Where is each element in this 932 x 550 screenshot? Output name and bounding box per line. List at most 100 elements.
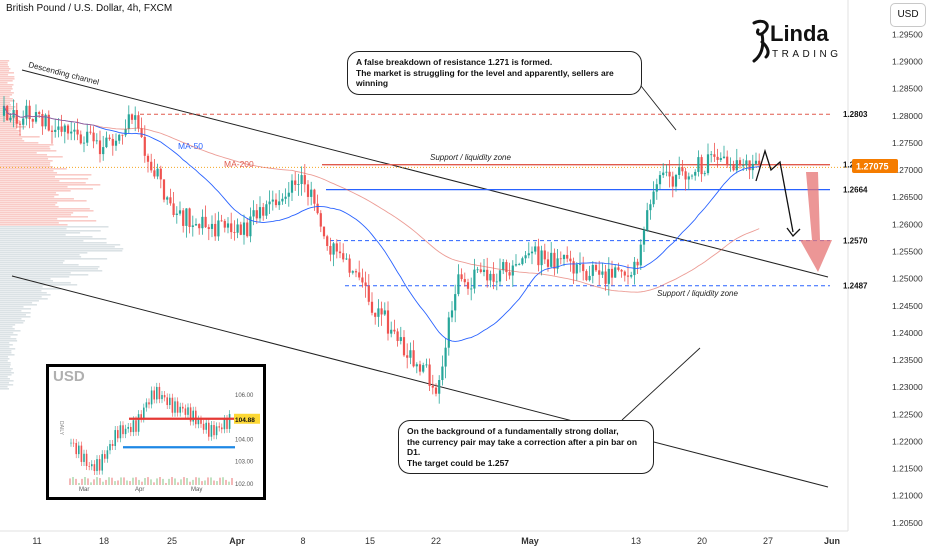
candle-body [82,142,86,144]
candle-body [95,140,98,142]
candle-body [236,224,239,233]
candle-body [322,226,326,237]
candle-body [2,105,6,116]
candle-body [358,272,361,278]
inset-volume-bar [102,481,104,485]
volume-profile-bar [0,312,31,314]
candle-body [575,264,578,274]
candle-body [470,288,473,290]
volume-profile-bar [0,96,10,98]
volume-profile-bar [0,192,57,194]
x-tick-label: Apr [229,536,245,546]
y-tick-label: 1.29500 [892,29,923,39]
volume-profile-bar [0,350,12,352]
candle-body [246,222,249,237]
callout-bottom-line-3: The target could be 1.257 [407,457,510,468]
inset-volume-bar [165,482,167,485]
candle-body [588,275,591,281]
volume-profile-bar [0,232,81,234]
volume-profile-bar [0,158,49,160]
volume-profile-bar [0,124,18,126]
candle-body [706,154,710,174]
candle-body [748,160,751,171]
volume-profile-bar [0,182,86,184]
candle-body [338,251,342,254]
inset-volume-bar [87,478,89,485]
x-tick-label: 20 [697,536,707,546]
volume-profile-bar [0,260,65,262]
candle-body [300,175,303,185]
y-tick-label: 1.29000 [892,57,923,67]
inset-candle-body [226,418,228,429]
inset-volume-bar [96,477,98,485]
volume-profile-bar [0,186,68,188]
candle-body [655,184,658,192]
volume-profile-bar [0,128,17,130]
inset-x-tick: Apr [135,487,144,493]
candle-body [57,126,60,130]
volume-profile-bar [0,134,22,136]
y-tick-label: 1.24500 [892,301,923,311]
x-tick-label: Jun [824,536,840,546]
candle-body [562,254,566,260]
inset-candle-body [189,407,192,422]
candle-body [108,137,111,139]
inset-price-tag [234,413,260,424]
volume-profile-bar [0,234,66,236]
support-zone-label-top: Support / liquidity zone [430,153,511,162]
candle-body [220,220,223,222]
inset-candle-body [184,408,187,415]
candle-body [457,274,460,295]
x-tick-label: 15 [365,536,375,546]
candle-body [502,262,505,271]
inset-volume-bar [141,481,143,485]
volume-profile-bar [0,304,37,306]
callout-bottom-line-1: On the background of a fundamentally str… [407,426,619,436]
y-tick-label: 1.23000 [892,382,923,392]
candle-body [89,131,92,133]
candle-body [553,252,556,269]
inset-candle-body [96,459,98,472]
inset-candle-body [111,444,114,446]
current-price-tag [852,159,898,174]
inset-candle-body [93,464,96,472]
candle-body [239,224,242,235]
candle-body [578,264,582,265]
inset-candle-body [150,390,153,405]
candle-body [489,273,492,281]
candle-body [329,245,332,255]
inset-candle-body [182,406,184,409]
currency-button[interactable]: USD [890,3,926,27]
inset-volume-bar [195,477,197,485]
inset-candle-body [70,442,72,444]
inset-volume-bar [105,479,107,485]
candle-body [697,157,700,172]
candle-body [658,175,662,185]
inset-candle-body [119,425,122,439]
volume-profile-bar [0,272,71,274]
candle-body [50,130,54,132]
candle-body [79,134,82,144]
candle-body [540,250,543,266]
volume-profile-bar [0,228,67,230]
inset-candle-body [104,454,106,459]
x-tick-label: 27 [763,536,773,546]
volume-profile-bar [0,130,21,132]
candle-body [620,269,623,272]
inset-volume-bar [192,479,194,485]
inset-candle-body [205,422,207,430]
volume-profile-bar [0,152,37,154]
candle-body [511,265,514,276]
candle-body [194,224,198,226]
volume-profile-bar [0,148,51,150]
candle-body [345,258,348,260]
usd-inset-svg: 106.00105.00104.00103.00102.00MarAprMayD… [58,382,260,493]
inset-candle-body [153,390,155,400]
candle-body [450,310,454,318]
candle-body [114,140,118,146]
inset-candle-body [72,442,75,444]
volume-profile-bar [0,364,11,366]
volume-profile-bar [0,218,58,220]
candle-body [585,271,588,281]
inset-candle-body [148,402,150,405]
